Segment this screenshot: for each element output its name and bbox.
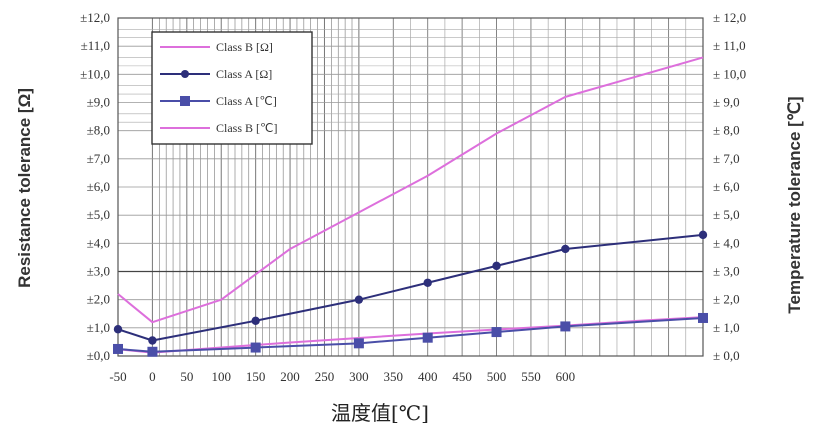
plot-area-border	[117, 17, 704, 357]
y-left-tick-label: ±8,0	[87, 123, 110, 138]
series-2-point	[698, 312, 708, 323]
y-left-tick-label: ±2,0	[87, 292, 110, 307]
data-series	[113, 56, 708, 357]
legend-label-0: Class B [Ω]	[216, 40, 273, 54]
y-left-tick-label: ±1,0	[87, 320, 110, 335]
x-tick-label: 600	[556, 369, 576, 384]
y-left-tick-label: ±4,0	[87, 235, 110, 250]
y-left-tick-label: ±6,0	[87, 179, 110, 194]
y-right-tick-label: ± 6,0	[713, 179, 740, 194]
series-2-point	[147, 346, 158, 357]
y-right-tick-label: ± 3,0	[713, 264, 740, 279]
x-tick-label: 450	[452, 369, 472, 384]
y-left-tick-label: ±5,0	[87, 207, 110, 222]
y-right-tick-label: ± 1,0	[713, 320, 740, 335]
y-left-tick-label: ±0,0	[87, 348, 110, 363]
x-tick-label: 400	[418, 369, 438, 384]
series-1-point	[113, 325, 123, 334]
series-2-point	[353, 338, 364, 349]
legend-box	[151, 31, 313, 145]
legend-label-2: Class A [℃]	[216, 94, 277, 108]
x-tick-label: 550	[521, 369, 541, 384]
x-tick-label: 50	[180, 369, 193, 384]
series-1-point	[354, 295, 364, 304]
y-left-tick-label: ±9,0	[87, 95, 110, 110]
x-tick-label: 500	[487, 369, 507, 384]
series-2-point	[422, 332, 433, 343]
x-tick-label: 0	[149, 369, 156, 384]
y-left-tick-label: ±3,0	[87, 264, 110, 279]
series-2-point	[113, 343, 123, 354]
y-right-tick-label: ± 2,0	[713, 292, 740, 307]
y-right-tick-label: ± 4,0	[713, 235, 740, 250]
series-line-3	[117, 56, 704, 324]
y-left-tick-label: ±10,0	[80, 66, 110, 81]
y-right-tick-label: ± 11,0	[713, 38, 746, 53]
legend-marker-1	[181, 70, 189, 78]
series-2-point	[560, 321, 571, 332]
y-right-tick-label: ± 0,0	[713, 348, 740, 363]
y-right-tick-label: ± 12,0	[713, 10, 746, 25]
y-right-tick-label: ± 9,0	[713, 95, 740, 110]
x-tick-label: 300	[349, 369, 369, 384]
series-line-1	[117, 233, 704, 342]
y-right-tick-label: ± 10,0	[713, 66, 746, 81]
series-1-point	[561, 244, 570, 254]
series-1-point	[698, 230, 708, 240]
y-axis-right-ticks: ± 0,0 ± 1,0 ± 2,0 ± 3,0 ± 4,0 ± 5,0 ± 6,0 ± 7,0…	[713, 10, 746, 363]
y-right-tick-label: ± 7,0	[713, 151, 740, 166]
x-axis-ticks: -50 0 50 100 150 200 250 300 350 400 450 500 550 600	[109, 369, 575, 384]
series-1-point	[148, 336, 157, 345]
y-axis-right-title: Temperature tolerance [℃]	[785, 96, 804, 313]
x-tick-label: 200	[280, 369, 300, 384]
legend-label-1: Class A [Ω]	[216, 67, 272, 81]
y-left-tick-label: ±11,0	[81, 38, 110, 53]
series-1-point	[251, 316, 260, 325]
y-left-tick-label: ±12,0	[80, 10, 110, 25]
y-axis-left-title: Resistance tolerance [Ω]	[15, 88, 34, 288]
series-2-point	[491, 327, 502, 338]
series-line-2	[117, 316, 704, 353]
legend-marker-2	[180, 96, 190, 106]
legend: Class B [Ω] Class A [Ω] Class A [℃] Clas…	[151, 31, 313, 145]
y-right-tick-label: ± 5,0	[713, 207, 740, 222]
x-tick-label: 250	[315, 369, 335, 384]
x-axis-title: 温度值[℃]	[331, 401, 429, 425]
x-tick-label: 150	[246, 369, 266, 384]
legend-label-3: Class B [℃]	[216, 121, 277, 135]
x-tick-label: -50	[109, 369, 126, 384]
x-tick-label: 100	[211, 369, 231, 384]
y-left-tick-label: ±7,0	[87, 151, 110, 166]
y-axis-left-ticks: ±0,0 ±1,0 ±2,0 ±3,0 ±4,0 ±5,0 ±6,0 ±7,0 ±8,0 ±9,0…	[80, 10, 110, 363]
y-right-tick-label: ± 8,0	[713, 123, 740, 138]
series-2-point	[250, 342, 261, 353]
series-1-point	[492, 261, 501, 271]
x-tick-label: 350	[384, 369, 404, 384]
series-1-point	[423, 278, 432, 287]
